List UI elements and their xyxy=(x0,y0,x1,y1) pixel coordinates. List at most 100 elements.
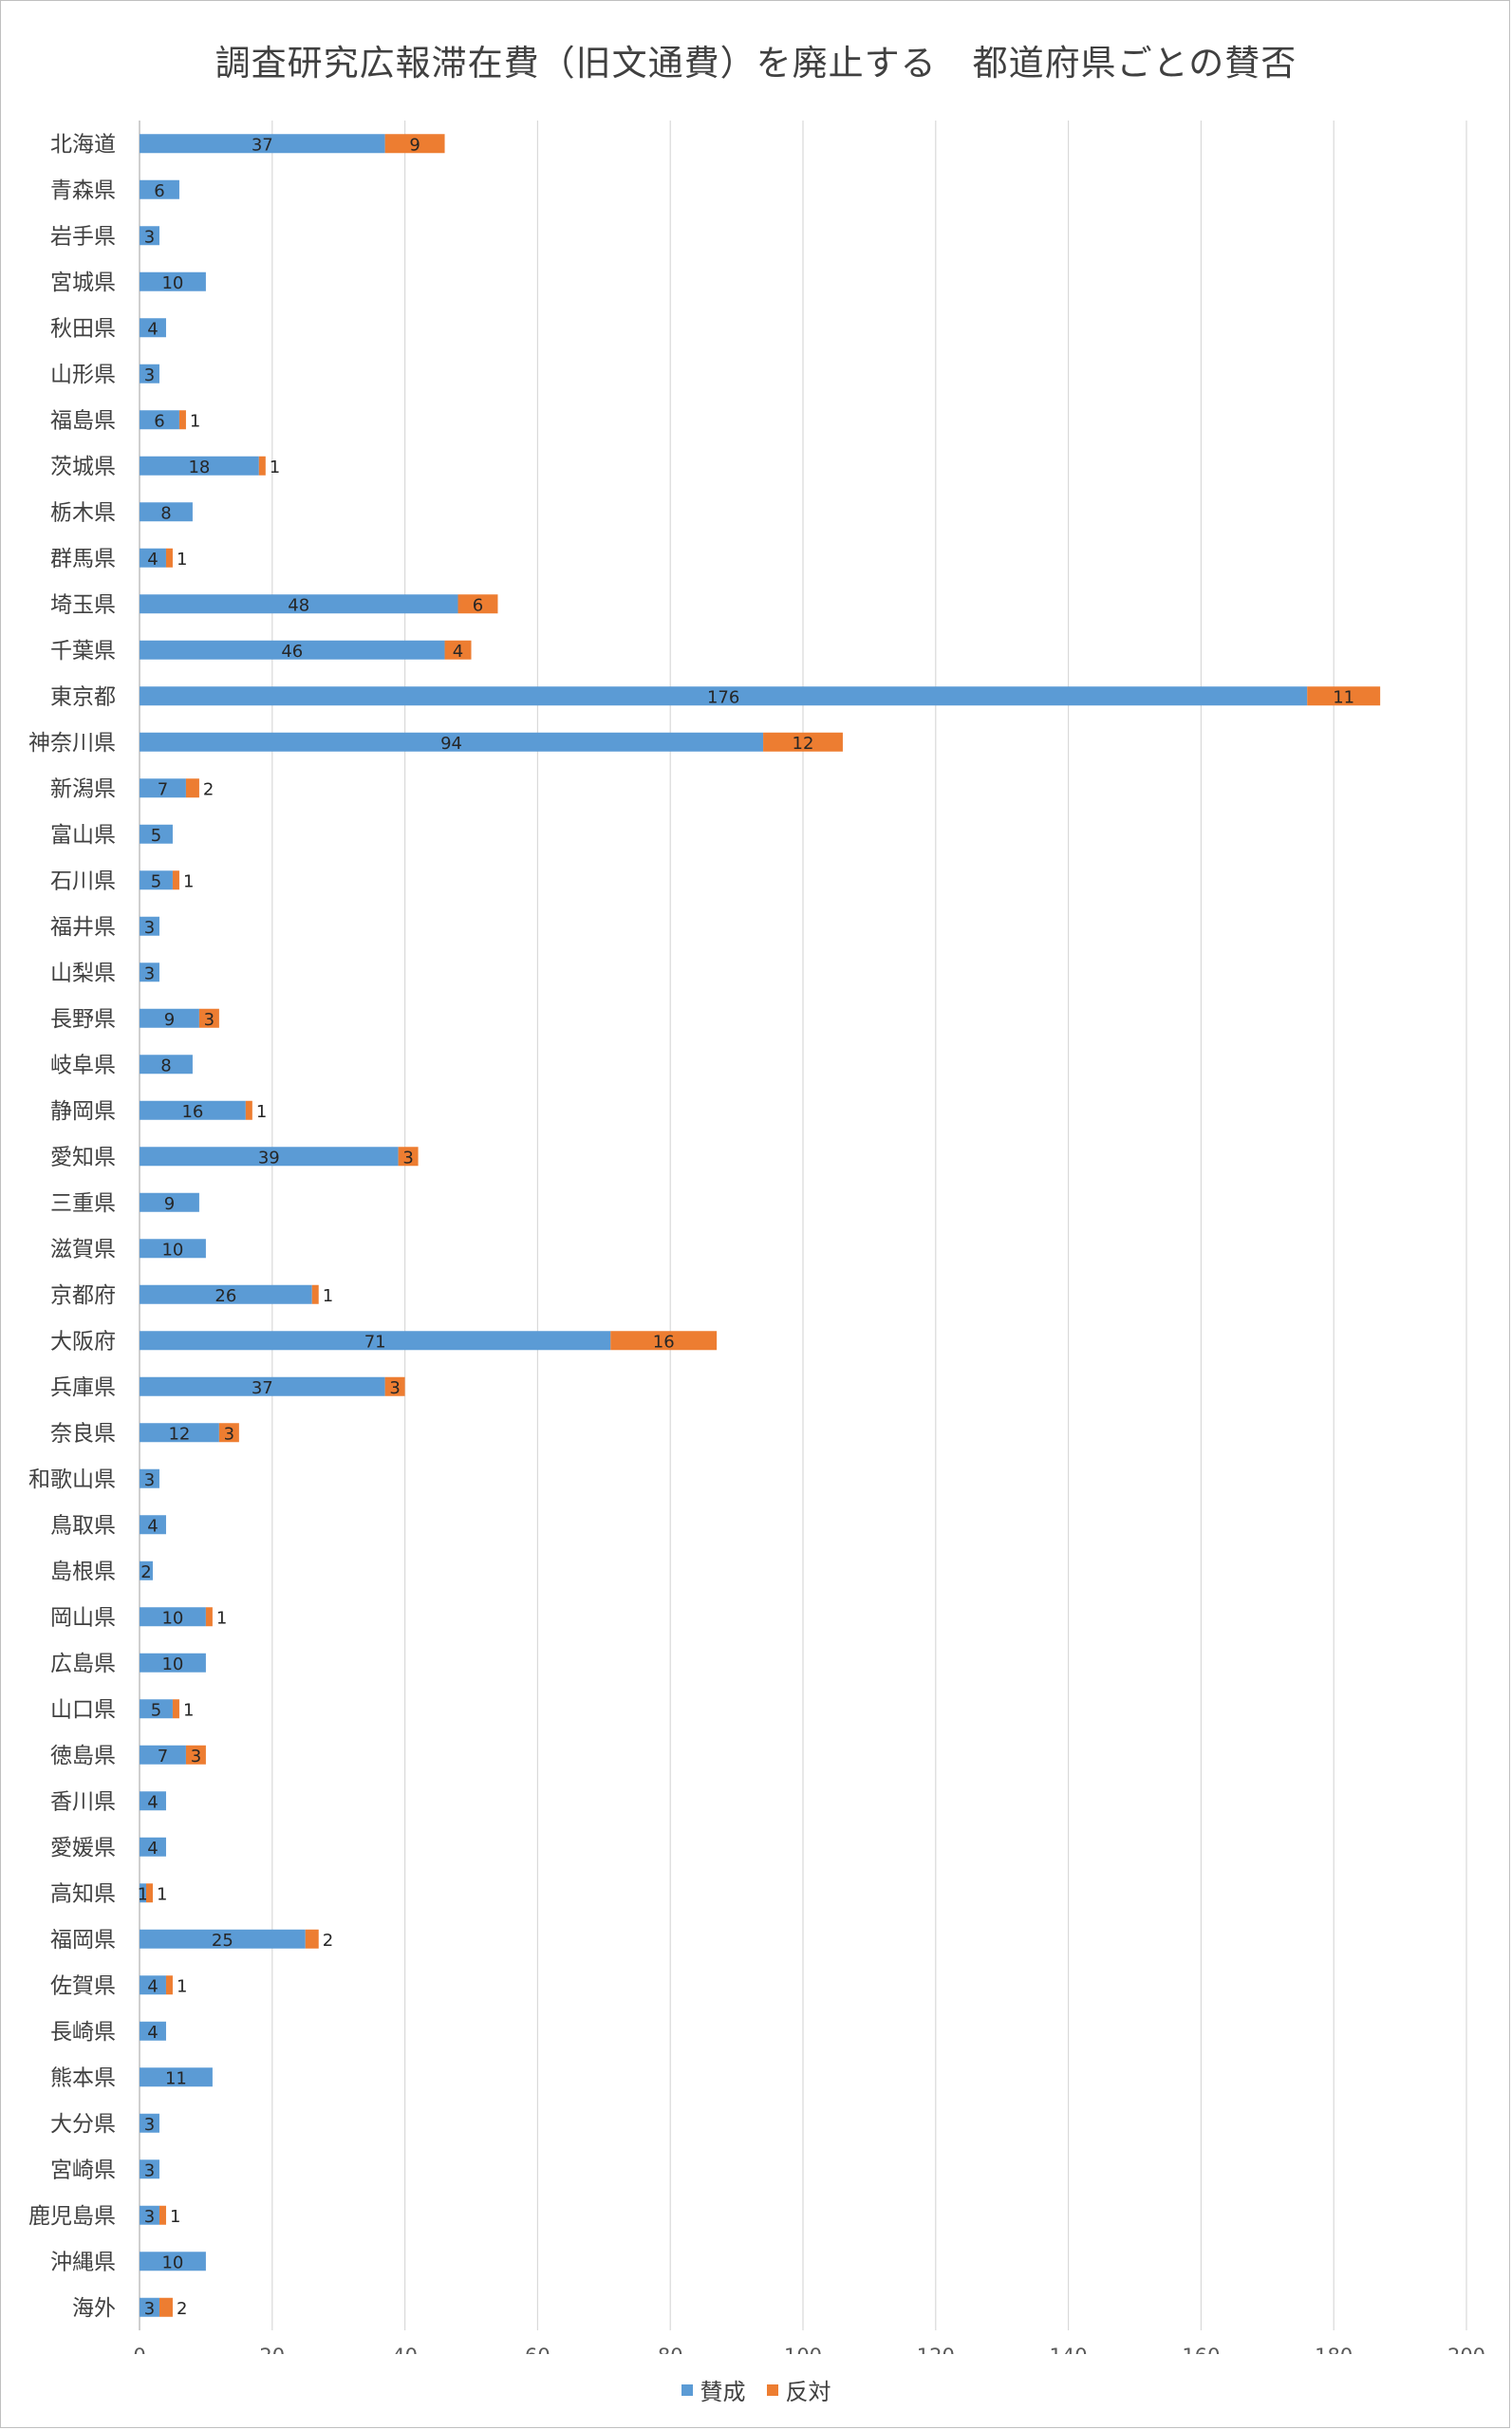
data-label-approve: 3 xyxy=(144,2299,155,2319)
y-category-label: 山梨県 xyxy=(50,961,116,985)
data-label-approve: 10 xyxy=(161,2252,183,2272)
data-label-approve: 3 xyxy=(144,2207,155,2227)
y-category-label: 山口県 xyxy=(50,1697,116,1722)
bar-oppose xyxy=(172,1699,179,1719)
bar-oppose xyxy=(165,548,173,568)
y-category-label: 愛知県 xyxy=(50,1145,116,1169)
legend-label-approve: 賛成 xyxy=(700,2379,746,2405)
bar-approve xyxy=(140,1791,166,1811)
y-category-label: 群馬県 xyxy=(50,547,116,571)
bar-approve xyxy=(140,318,166,338)
data-label-approve: 37 xyxy=(252,1378,273,1398)
data-label-approve: 1 xyxy=(138,1884,148,1904)
data-label-approve: 4 xyxy=(147,1792,158,1812)
bar-approve xyxy=(140,963,159,982)
bar-oppose xyxy=(384,1376,405,1396)
y-category-label: 静岡県 xyxy=(50,1099,116,1124)
data-label-oppose: 3 xyxy=(389,1378,400,1398)
bar-approve xyxy=(140,226,159,246)
bar-oppose xyxy=(245,1100,252,1120)
y-category-label: 長野県 xyxy=(50,1007,116,1032)
bar-oppose xyxy=(165,1975,173,1995)
y-category-label: 和歌山県 xyxy=(28,1467,116,1492)
data-label-oppose: 1 xyxy=(177,1976,187,1996)
y-category-label: 岐阜県 xyxy=(50,1053,116,1077)
bar-approve xyxy=(140,686,1308,706)
data-label-oppose: 16 xyxy=(653,1332,675,1352)
data-label-approve: 8 xyxy=(160,1056,171,1075)
bar-approve xyxy=(140,1929,306,1949)
data-label-oppose: 2 xyxy=(323,1931,333,1951)
y-category-label: 長崎県 xyxy=(50,2020,116,2045)
data-label-approve: 3 xyxy=(144,365,155,385)
data-label-approve: 5 xyxy=(151,871,161,891)
data-label-oppose: 4 xyxy=(453,642,463,662)
data-label-approve: 8 xyxy=(160,503,171,523)
data-label-approve: 3 xyxy=(144,963,155,983)
chart-title: 調査研究広報滞在費（旧文通費）を廃止する 都道府県ごとの賛否 xyxy=(215,43,1297,84)
data-label-oppose: 11 xyxy=(1333,687,1354,707)
y-category-label: 福井県 xyxy=(50,915,116,940)
bar-approve xyxy=(140,1284,312,1304)
y-category-label: 茨城県 xyxy=(50,455,116,479)
data-label-oppose: 1 xyxy=(216,1608,227,1628)
data-label-approve: 12 xyxy=(168,1424,190,1444)
legend-swatch-oppose xyxy=(766,2383,778,2396)
data-label-approve: 6 xyxy=(154,411,164,431)
bar-approve xyxy=(140,1331,611,1351)
bar-approve xyxy=(140,2297,159,2317)
x-tick-label: 120 xyxy=(917,2345,955,2354)
bar-approve xyxy=(140,271,206,291)
data-label-approve: 18 xyxy=(188,458,210,477)
bar-approve xyxy=(140,1147,399,1167)
bar-approve xyxy=(140,916,159,936)
bar-approve xyxy=(140,1423,219,1443)
y-category-label: 佐賀県 xyxy=(50,1973,116,1998)
data-label-approve: 46 xyxy=(281,642,303,662)
bar-approve xyxy=(140,1239,206,1259)
bar-approve xyxy=(140,1055,193,1075)
bar-oppose xyxy=(763,732,843,752)
bar-approve xyxy=(140,1468,159,1488)
bar-approve xyxy=(140,548,166,568)
bar-approve xyxy=(140,594,458,614)
bar-approve xyxy=(140,870,173,890)
bar-oppose xyxy=(205,1607,213,1627)
data-label-approve: 4 xyxy=(147,1516,158,1536)
legend-swatch-approve xyxy=(681,2383,693,2396)
data-label-approve: 26 xyxy=(215,1286,236,1306)
bar-approve xyxy=(140,1561,153,1580)
x-tick-label: 80 xyxy=(658,2345,683,2354)
bar-oppose xyxy=(185,778,199,798)
bar-oppose xyxy=(457,594,498,614)
bar-approve xyxy=(140,1192,199,1212)
data-label-oppose: 1 xyxy=(270,458,280,477)
y-category-label: 富山県 xyxy=(50,823,116,848)
y-category-label: 秋田県 xyxy=(50,316,116,341)
y-category-label: 熊本県 xyxy=(50,2066,116,2090)
data-label-approve: 9 xyxy=(164,1194,175,1214)
data-label-oppose: 1 xyxy=(190,411,200,431)
data-label-approve: 10 xyxy=(161,1240,183,1260)
bar-approve xyxy=(140,2113,159,2133)
y-category-label: 兵庫県 xyxy=(50,1375,116,1400)
y-category-label: 沖縄県 xyxy=(50,2250,116,2274)
data-label-oppose: 1 xyxy=(183,871,194,891)
y-category-label: 滋賀県 xyxy=(50,1237,116,1262)
bar-oppose xyxy=(159,2297,173,2317)
data-label-approve: 3 xyxy=(144,227,155,247)
data-label-approve: 6 xyxy=(154,181,164,201)
y-category-label: 大分県 xyxy=(50,2112,116,2137)
data-label-approve: 10 xyxy=(161,273,183,293)
data-label-approve: 3 xyxy=(144,918,155,938)
bar-approve xyxy=(140,456,259,476)
data-label-approve: 48 xyxy=(288,595,309,615)
data-label-oppose: 12 xyxy=(793,734,814,754)
y-category-label: 北海道 xyxy=(50,132,116,157)
data-label-approve: 11 xyxy=(165,2068,187,2088)
data-label-oppose: 1 xyxy=(177,550,187,570)
y-category-label: 鳥取県 xyxy=(50,1513,116,1538)
data-label-approve: 37 xyxy=(252,135,273,155)
bar-approve xyxy=(140,1745,186,1765)
